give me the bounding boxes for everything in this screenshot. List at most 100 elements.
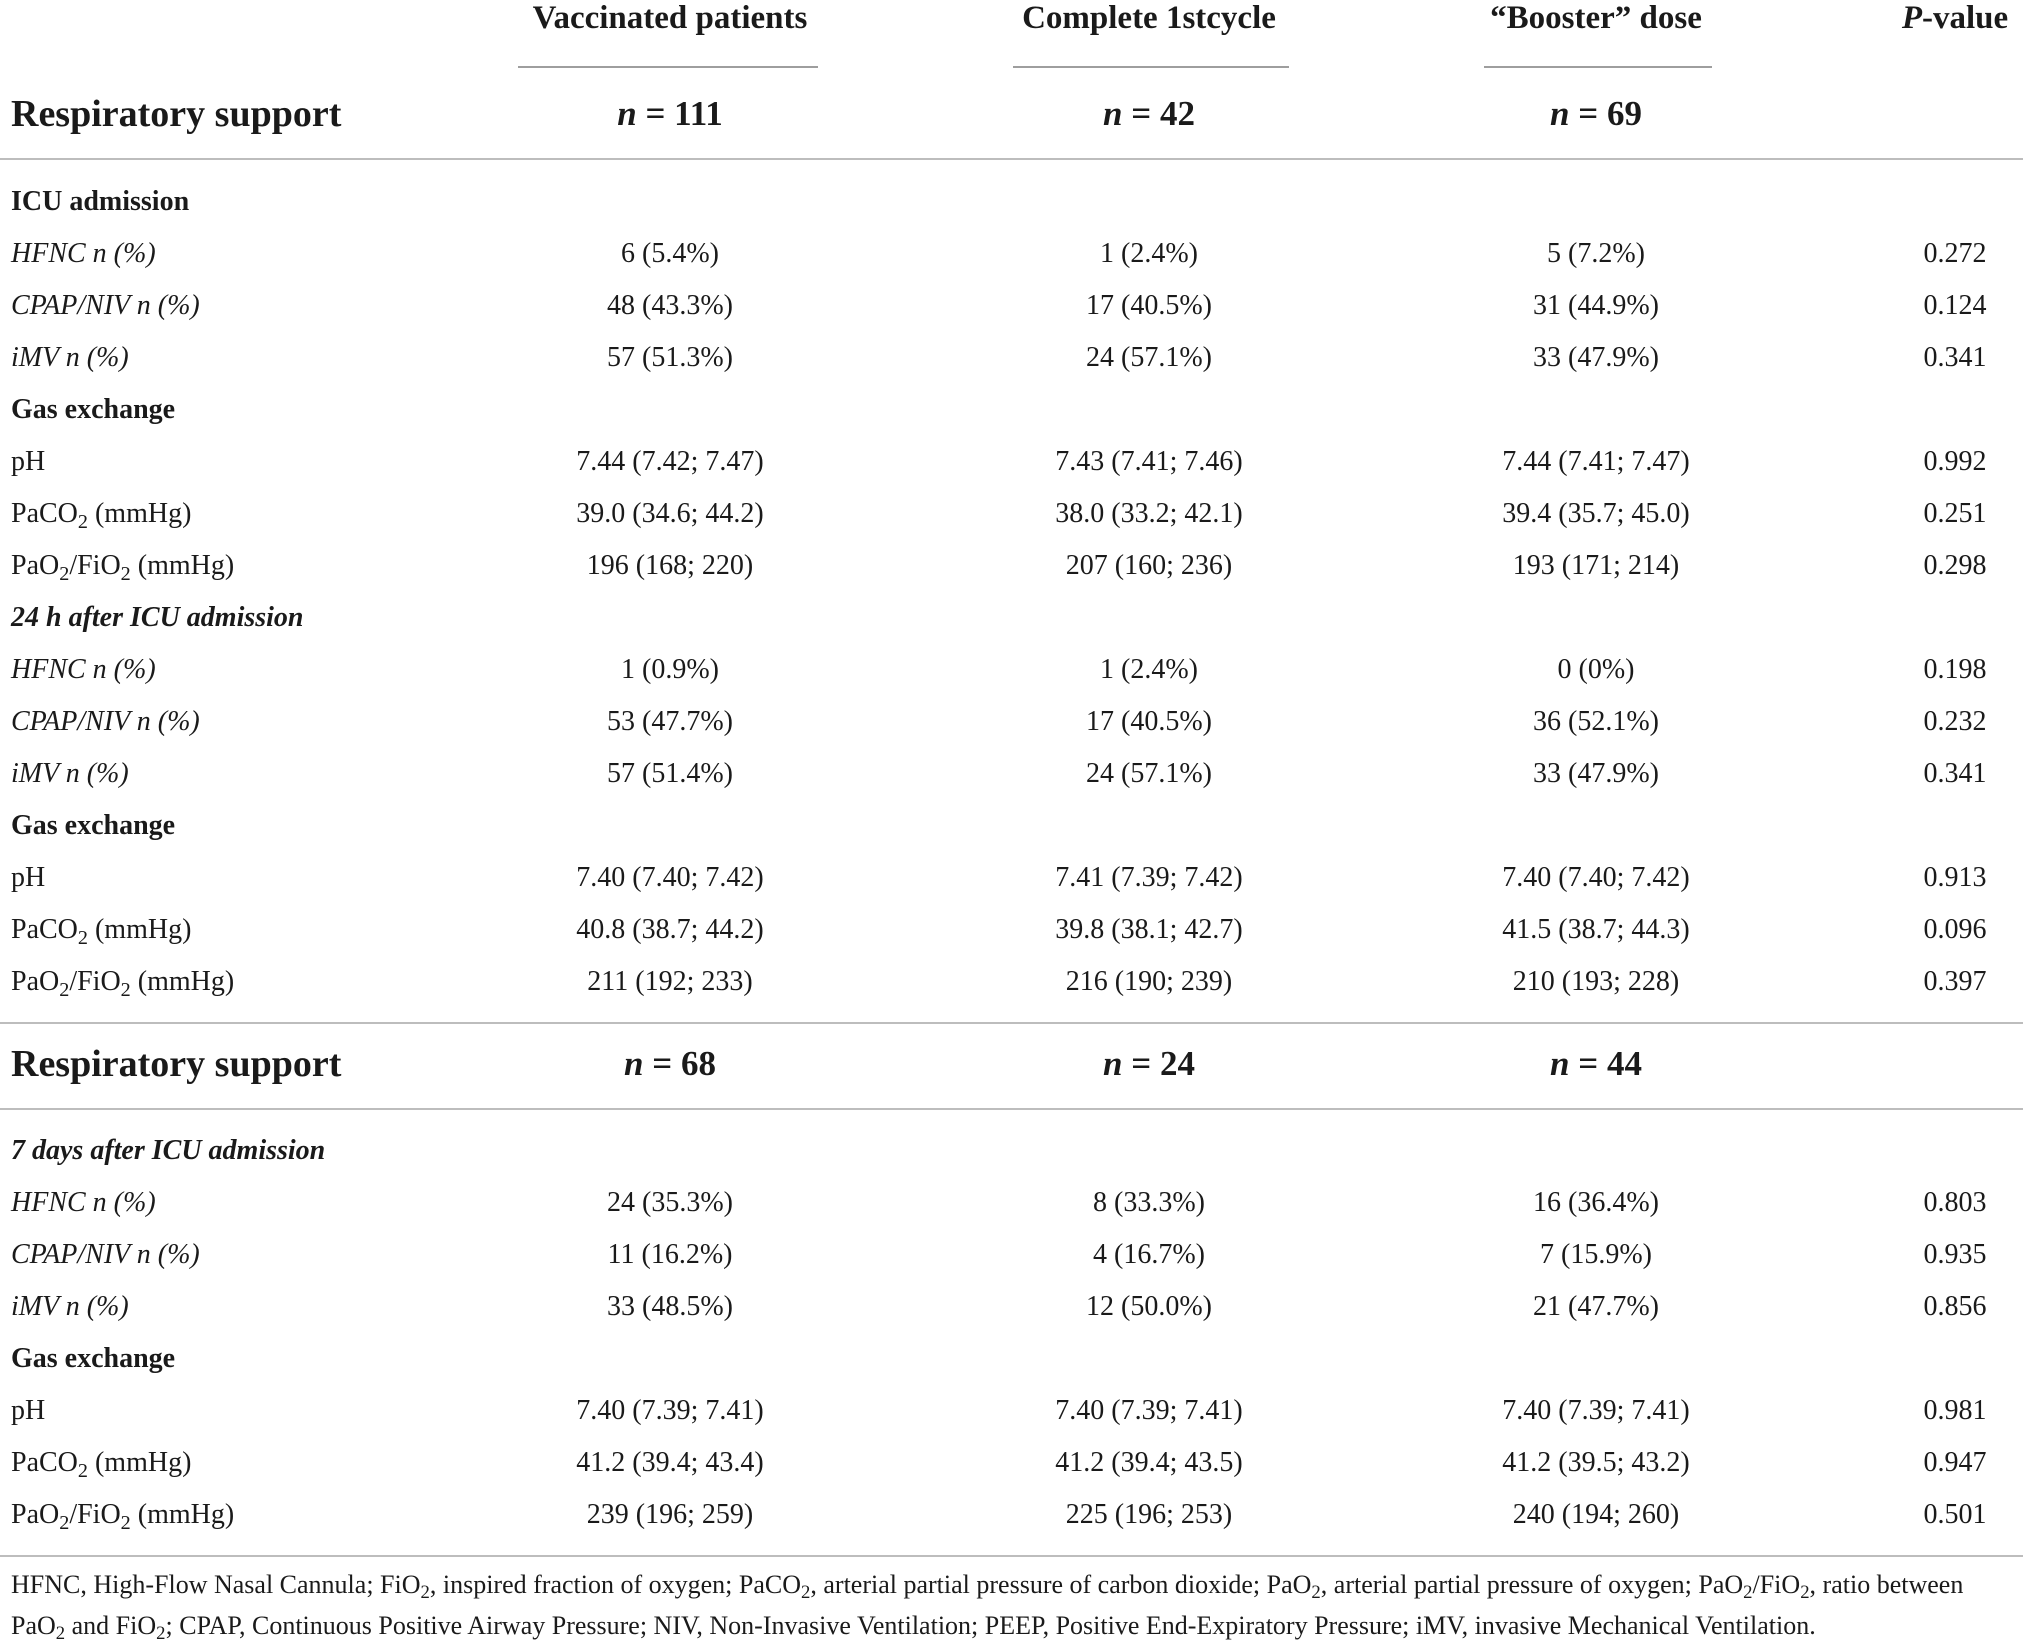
- row-label-cpap-niv: CPAP/NIV n (%): [11, 1239, 200, 1270]
- divider: [0, 1022, 2023, 1024]
- col-header-booster: “Booster” dose: [1490, 0, 1702, 36]
- table-footnote: HFNC, High-Flow Nasal Cannula; FiO2, ins…: [11, 1570, 1964, 1645]
- divider: [0, 1108, 2023, 1110]
- table-cell-pvalue: 0.232: [1923, 706, 1987, 737]
- table-cell-pvalue: 0.935: [1923, 1239, 1987, 1270]
- row-label-cpap-niv: CPAP/NIV n (%): [11, 290, 200, 321]
- table-cell: 11 (16.2%): [607, 1239, 733, 1270]
- table-cell-pvalue: 0.096: [1923, 914, 1987, 945]
- table-cell-pvalue: 0.981: [1923, 1395, 1987, 1426]
- col-header-pvalue: P-value: [1901, 0, 2009, 36]
- group-label-7d-after: 7 days after ICU admission: [11, 1135, 326, 1166]
- row-label-hfnc: HFNC n (%): [11, 238, 156, 269]
- row-label-imv: iMV n (%): [11, 758, 129, 789]
- table-cell: 57 (51.3%): [607, 342, 733, 373]
- table-cell: 39.8 (38.1; 42.7): [1055, 914, 1243, 945]
- table-cell: 225 (196; 253): [1065, 1499, 1233, 1530]
- table-cell: 16 (36.4%): [1533, 1187, 1659, 1218]
- table-cell: 21 (47.7%): [1533, 1291, 1659, 1322]
- row-label-ph: pH: [11, 862, 46, 893]
- table-cell: 24 (57.1%): [1086, 342, 1212, 373]
- n-count-booster-2: n = 44: [1550, 1044, 1642, 1083]
- table-cell: 53 (47.7%): [607, 706, 733, 737]
- table-cell: 39.4 (35.7; 45.0): [1502, 498, 1690, 529]
- table-cell: 193 (171; 214): [1512, 550, 1680, 581]
- table-cell: 41.2 (39.5; 43.2): [1502, 1447, 1690, 1478]
- n-count-complete-1: n = 42: [1103, 94, 1195, 133]
- row-label-paco2: PaCO2 (mmHg): [11, 498, 192, 533]
- table-cell: 48 (43.3%): [607, 290, 733, 321]
- table-cell-pvalue: 0.947: [1923, 1447, 1987, 1478]
- table-cell: 39.0 (34.6; 44.2): [576, 498, 764, 529]
- table-cell-pvalue: 0.298: [1923, 550, 1987, 581]
- table-cell: 41.2 (39.4; 43.5): [1055, 1447, 1243, 1478]
- group-label-gas-exchange: Gas exchange: [11, 1343, 176, 1374]
- table-cell: 0 (0%): [1557, 654, 1635, 685]
- table-cell: 207 (160; 236): [1065, 550, 1233, 581]
- table-cell: 5 (7.2%): [1547, 238, 1645, 269]
- table-cell: 211 (192; 233): [587, 966, 753, 997]
- table-cell: 33 (48.5%): [607, 1291, 733, 1322]
- table-cell-pvalue: 0.272: [1923, 238, 1987, 269]
- row-label-ph: pH: [11, 446, 46, 477]
- table-cell: 41.5 (38.7; 44.3): [1502, 914, 1690, 945]
- n-count-vaccinated-2: n = 68: [624, 1044, 716, 1083]
- table-cell: 7.44 (7.41; 7.47): [1502, 446, 1690, 477]
- row-label-hfnc: HFNC n (%): [11, 654, 156, 685]
- n-count-booster-1: n = 69: [1550, 94, 1642, 133]
- table-cell-pvalue: 0.198: [1923, 654, 1987, 685]
- table-cell: 33 (47.9%): [1533, 342, 1659, 373]
- table-cell: 31 (44.9%): [1533, 290, 1659, 321]
- table-cell-pvalue: 0.501: [1923, 1499, 1987, 1530]
- table-cell: 210 (193; 228): [1512, 966, 1680, 997]
- table-cell-pvalue: 0.341: [1923, 758, 1987, 789]
- row-label-paco2: PaCO2 (mmHg): [11, 1447, 192, 1482]
- table-cell: 7 (15.9%): [1540, 1239, 1652, 1270]
- table-cell: 40.8 (38.7; 44.2): [576, 914, 764, 945]
- row-label-pao2-fio2: PaO2/FiO2 (mmHg): [11, 1499, 235, 1534]
- col-header-vaccinated: Vaccinated patients: [532, 0, 808, 36]
- table-cell: 1 (2.4%): [1100, 654, 1198, 685]
- row-label-cpap-niv: CPAP/NIV n (%): [11, 706, 200, 737]
- row-label-paco2: PaCO2 (mmHg): [11, 914, 192, 949]
- table-cell: 239 (196; 259): [586, 1499, 754, 1530]
- table-cell: 240 (194; 260): [1512, 1499, 1680, 1530]
- table-cell: 8 (33.3%): [1093, 1187, 1205, 1218]
- table-cell: 6 (5.4%): [621, 238, 719, 269]
- table-cell: 41.2 (39.4; 43.4): [576, 1447, 764, 1478]
- row-label-pao2-fio2: PaO2/FiO2 (mmHg): [11, 966, 235, 1001]
- table-cell: 1 (2.4%): [1100, 238, 1198, 269]
- table-cell-pvalue: 0.397: [1923, 966, 1987, 997]
- table-cell: 1 (0.9%): [621, 654, 719, 685]
- group-label-icu-admission: ICU admission: [11, 186, 190, 217]
- divider: [0, 1555, 2023, 1557]
- table-cell: 7.40 (7.39; 7.41): [1055, 1395, 1243, 1426]
- col-header-complete-cycle: Complete 1stcycle: [1022, 0, 1276, 36]
- table-cell-pvalue: 0.992: [1923, 446, 1987, 477]
- table-cell: 12 (50.0%): [1086, 1291, 1212, 1322]
- n-count-complete-2: n = 24: [1103, 1044, 1195, 1083]
- row-label-pao2-fio2: PaO2/FiO2 (mmHg): [11, 550, 235, 585]
- header-underline-complete: [1013, 66, 1289, 68]
- header-underline-vaccinated: [518, 66, 818, 68]
- n-count-vaccinated-1: n = 111: [617, 94, 723, 133]
- table-cell: 7.40 (7.39; 7.41): [576, 1395, 764, 1426]
- row-label-imv: iMV n (%): [11, 1291, 129, 1322]
- table-cell: 17 (40.5%): [1086, 706, 1212, 737]
- table-cell: 7.44 (7.42; 7.47): [576, 446, 764, 477]
- table-cell: 7.40 (7.40; 7.42): [1502, 862, 1690, 893]
- divider: [0, 158, 2023, 160]
- table-cell: 36 (52.1%): [1533, 706, 1659, 737]
- table-cell: 216 (190; 239): [1065, 966, 1233, 997]
- table-cell: 7.41 (7.39; 7.42): [1055, 862, 1243, 893]
- table-cell: 38.0 (33.2; 42.1): [1055, 498, 1243, 529]
- group-label-gas-exchange: Gas exchange: [11, 810, 176, 841]
- table-cell: 24 (57.1%): [1086, 758, 1212, 789]
- table-cell: 33 (47.9%): [1533, 758, 1659, 789]
- row-label-ph: pH: [11, 1395, 46, 1426]
- table-cell-pvalue: 0.341: [1923, 342, 1987, 373]
- header-underline-booster: [1484, 66, 1712, 68]
- group-label-24h-after: 24 h after ICU admission: [11, 602, 304, 633]
- section-title-respiratory-support-1: Respiratory support: [11, 93, 342, 135]
